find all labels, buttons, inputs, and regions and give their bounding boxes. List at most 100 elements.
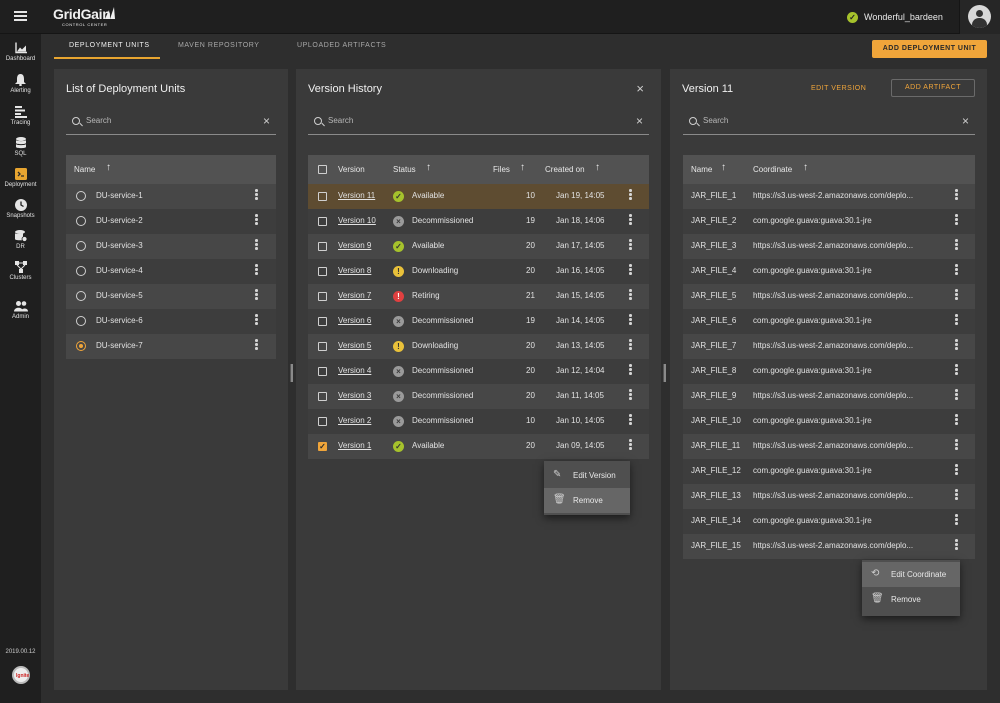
version-row[interactable]: Version 10 × Decommissioned 19 Jan 18, 14:06 — [308, 209, 649, 234]
unit-row[interactable]: DU-service-6 — [66, 309, 276, 334]
artifact-row[interactable]: JAR_FILE_10 com.google.guava:guava:30.1-j… — [683, 409, 975, 434]
more-actions-icon[interactable] — [955, 239, 958, 251]
row-checkbox[interactable] — [318, 392, 327, 401]
sort-up-icon[interactable]: ↑ — [426, 162, 431, 173]
more-actions-icon[interactable] — [255, 239, 258, 251]
version-link[interactable]: Version 10 — [338, 216, 376, 225]
more-actions-icon[interactable] — [629, 189, 632, 201]
unit-row[interactable]: DU-service-3 — [66, 234, 276, 259]
add-artifact-button[interactable]: ADD ARTIFACT — [891, 79, 975, 97]
artifact-row[interactable]: JAR_FILE_11 https://s3.us-west-2.amazonaw… — [683, 434, 975, 459]
row-checkbox[interactable] — [318, 217, 327, 226]
units-search-input[interactable]: Search × — [66, 111, 276, 135]
version-link[interactable]: Version 9 — [338, 241, 372, 250]
version-row[interactable]: ✓ Version 1 ✓ Available 20 Jan 09, 14:05 — [308, 434, 649, 459]
clear-icon[interactable]: × — [961, 114, 969, 128]
more-actions-icon[interactable] — [629, 314, 632, 326]
version-link[interactable]: Version 1 — [338, 441, 372, 450]
sidebar-item-alerting[interactable]: Alerting — [0, 74, 41, 94]
artifact-row[interactable]: JAR_FILE_12 com.google.guava:guava:30.1-j… — [683, 459, 975, 484]
sidebar-item-dashboard[interactable]: Dashboard — [0, 42, 41, 62]
unit-radio[interactable] — [76, 216, 86, 226]
more-actions-icon[interactable] — [955, 414, 958, 426]
unit-row[interactable]: DU-service-5 — [66, 284, 276, 309]
unit-row[interactable]: DU-service-7 — [66, 334, 276, 359]
edit-version-button[interactable]: EDIT VERSION — [811, 85, 867, 92]
edit-version-menu-item[interactable]: ✎ Edit Version — [553, 469, 616, 480]
coordinate-column-header[interactable]: Coordinate — [753, 165, 793, 174]
more-actions-icon[interactable] — [629, 389, 632, 401]
row-checkbox[interactable]: ✓ — [318, 442, 327, 451]
version-row[interactable]: Version 5! Downloading 20 Jan 13, 14:05 — [308, 334, 649, 359]
row-checkbox[interactable] — [318, 417, 327, 426]
more-actions-icon[interactable] — [955, 514, 958, 526]
more-actions-icon[interactable] — [955, 364, 958, 376]
menu-icon[interactable] — [14, 11, 27, 21]
version-row[interactable]: Version 8! Downloading 20 Jan 16, 14:05 — [308, 259, 649, 284]
more-actions-icon[interactable] — [629, 289, 632, 301]
more-actions-icon[interactable] — [255, 189, 258, 201]
sidebar-item-snapshots[interactable]: Snapshots — [0, 199, 41, 219]
version-link[interactable]: Version 6 — [338, 316, 372, 325]
version-row[interactable]: Version 7! Retiring 21 Jan 15, 14:05 — [308, 284, 649, 309]
sort-up-icon[interactable]: ↑ — [520, 162, 525, 173]
unit-radio[interactable] — [76, 241, 86, 251]
sidebar-item-deployment[interactable]: Deployment — [0, 168, 41, 188]
version-link[interactable]: Version 8 — [338, 266, 372, 275]
panel-resize-handle[interactable] — [290, 364, 293, 382]
tab-deployment-units[interactable]: DEPLOYMENT UNITS — [69, 42, 150, 49]
version-row[interactable]: Version 4 × Decommissioned 20 Jan 12, 14:04 — [308, 359, 649, 384]
sort-up-icon[interactable]: ↑ — [721, 162, 726, 173]
artifact-row[interactable]: JAR_FILE_9 https://s3.us-west-2.amazonaws… — [683, 384, 975, 409]
sort-up-icon[interactable]: ↑ — [803, 162, 808, 173]
artifacts-search-input[interactable]: Search × — [683, 111, 975, 135]
sidebar-item-clusters[interactable]: Clusters — [0, 261, 41, 281]
edit-coordinate-menu-item[interactable]: ⟲ Edit Coordinate — [862, 562, 960, 587]
row-checkbox[interactable] — [318, 267, 327, 276]
more-actions-icon[interactable] — [955, 489, 958, 501]
created-column-header[interactable]: Created on — [545, 165, 585, 174]
unit-radio[interactable] — [76, 191, 86, 201]
sidebar-item-sql[interactable]: SQL — [0, 137, 41, 157]
version-row[interactable]: Version 3 × Decommissioned 20 Jan 11, 14:05 — [308, 384, 649, 409]
add-deployment-unit-button[interactable]: ADD DEPLOYMENT UNIT — [872, 40, 987, 58]
user-status[interactable]: ✓ Wonderful_bardeen — [847, 10, 943, 24]
sidebar-item-dr[interactable]: DR — [0, 230, 41, 250]
unit-radio[interactable] — [76, 291, 86, 301]
panel-resize-handle[interactable] — [663, 364, 666, 382]
version-row[interactable]: Version 6 × Decommissioned 19 Jan 14, 14:05 — [308, 309, 649, 334]
sort-up-icon[interactable]: ↑ — [106, 162, 111, 173]
remove-menu-item[interactable]: 🗑 Remove — [871, 593, 921, 604]
version-link[interactable]: Version 2 — [338, 416, 372, 425]
clear-icon[interactable]: × — [262, 114, 270, 128]
artifact-row[interactable]: JAR_FILE_1 https://s3.us-west-2.amazonaws… — [683, 184, 975, 209]
artifact-row[interactable]: JAR_FILE_4 com.google.guava:guava:30.1-jr… — [683, 259, 975, 284]
more-actions-icon[interactable] — [629, 439, 632, 451]
more-actions-icon[interactable] — [955, 539, 958, 551]
artifact-row[interactable]: JAR_FILE_8 com.google.guava:guava:30.1-jr… — [683, 359, 975, 384]
unit-radio[interactable] — [76, 316, 86, 326]
unit-radio[interactable] — [76, 266, 86, 276]
version-link[interactable]: Version 7 — [338, 291, 372, 300]
artifact-row[interactable]: JAR_FILE_14 com.google.guava:guava:30.1-j… — [683, 509, 975, 534]
row-checkbox[interactable] — [318, 367, 327, 376]
unit-row[interactable]: DU-service-4 — [66, 259, 276, 284]
row-checkbox[interactable] — [318, 242, 327, 251]
more-actions-icon[interactable] — [255, 214, 258, 226]
more-actions-icon[interactable] — [629, 239, 632, 251]
more-actions-icon[interactable] — [955, 464, 958, 476]
version-column-header[interactable]: Version — [338, 165, 365, 174]
version-link[interactable]: Version 11 — [338, 191, 376, 200]
remove-menu-item[interactable]: 🗑 Remove — [544, 488, 630, 513]
more-actions-icon[interactable] — [955, 214, 958, 226]
more-actions-icon[interactable] — [255, 339, 258, 351]
more-actions-icon[interactable] — [255, 314, 258, 326]
version-link[interactable]: Version 3 — [338, 391, 372, 400]
artifact-row[interactable]: JAR_FILE_5 https://s3.us-west-2.amazonaws… — [683, 284, 975, 309]
artifact-row[interactable]: JAR_FILE_6 com.google.guava:guava:30.1-jr… — [683, 309, 975, 334]
name-column-header[interactable]: Name — [74, 165, 96, 174]
row-checkbox[interactable] — [318, 292, 327, 301]
more-actions-icon[interactable] — [955, 339, 958, 351]
row-checkbox[interactable] — [318, 342, 327, 351]
more-actions-icon[interactable] — [955, 389, 958, 401]
